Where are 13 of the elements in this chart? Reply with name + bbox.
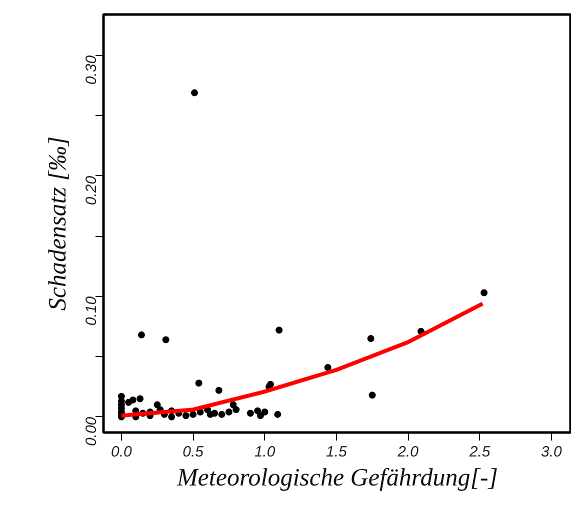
y-tick-label: 0.30 — [83, 54, 100, 85]
y-tick-label: 0.20 — [83, 175, 100, 206]
x-tick-label: 2.0 — [396, 444, 420, 460]
x-tick-label: 0.0 — [110, 444, 132, 460]
x-tick-label: 3.0 — [541, 444, 563, 460]
y-tick-label: 0.00 — [83, 416, 100, 446]
y-tick-label: 0.10 — [83, 296, 100, 326]
x-axis-title: Meteorologische Gefährdung[-] — [176, 464, 498, 492]
x-tick-label: 0.5 — [182, 444, 204, 460]
x-tick-label: 2.5 — [468, 444, 491, 460]
x-tick-label: 1.0 — [254, 444, 276, 460]
y-axis-title: Schadensatz [‰] — [44, 136, 72, 311]
x-tick-label: 1.5 — [326, 444, 348, 460]
